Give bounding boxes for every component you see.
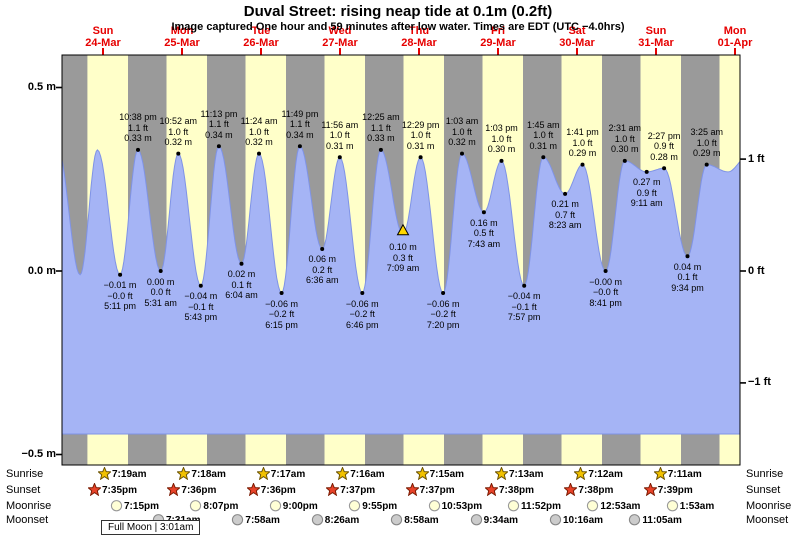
tide-extreme-dot	[622, 158, 627, 163]
tide-extreme-dot	[441, 291, 446, 295]
tide-extreme-dot	[378, 147, 383, 152]
tide-extreme-dot	[522, 283, 527, 288]
tide-extreme-dot	[541, 155, 546, 160]
tide-extreme-dot	[603, 269, 608, 273]
tide-extreme-dot	[136, 147, 140, 152]
tide-extreme-dot	[685, 254, 690, 259]
chart-frame	[61, 54, 741, 466]
tide-extreme-dot	[198, 283, 203, 288]
tide-extreme-dot	[337, 155, 342, 160]
tide-extreme-dot	[257, 151, 261, 156]
tide-extreme-dot	[158, 269, 163, 273]
full-moon-box: Full Moon | 3:01am	[101, 520, 201, 535]
tide-extreme-dot	[704, 162, 709, 167]
tide-extreme-dot	[481, 210, 486, 215]
current-time-marker	[396, 223, 410, 236]
chart-subtitle: Image captured One hour and 59 minutes a…	[171, 21, 625, 33]
tide-extreme-dot	[239, 261, 244, 266]
full-moon-label: Full Moon | 3:01am	[108, 522, 194, 533]
tide-extreme-dot	[580, 162, 585, 167]
tide-extreme-dot	[499, 158, 504, 163]
tide-extreme-dot	[279, 291, 284, 295]
tide-extreme-dot	[176, 151, 181, 156]
tide-extreme-dot	[360, 291, 365, 295]
tide-extreme-dot	[662, 166, 667, 171]
tide-extreme-dot	[216, 144, 221, 149]
tide-extreme-dot	[460, 151, 464, 156]
tide-extreme-dot	[644, 169, 649, 174]
tide-extreme-dot	[563, 191, 568, 196]
tide-extreme-dot	[418, 155, 423, 160]
tide-extreme-dot	[320, 247, 325, 251]
tide-extreme-dot	[118, 272, 123, 277]
chart-title: Duval Street: rising neap tide at 0.1m (…	[243, 3, 553, 20]
tide-extreme-dot	[297, 144, 302, 149]
